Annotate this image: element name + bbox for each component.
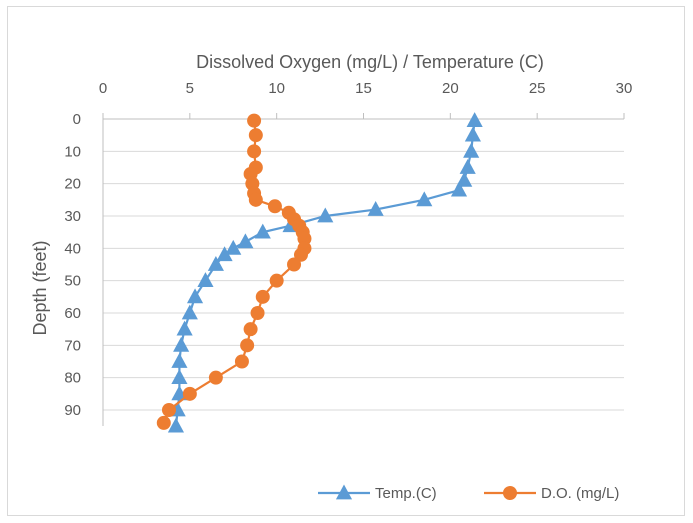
temperature-point [176, 320, 193, 336]
temperature-point [463, 142, 480, 158]
x-tick-label: 30 [616, 80, 633, 97]
oxygen-point [247, 113, 262, 128]
oxygen-point [287, 257, 302, 272]
temperature-point [450, 181, 468, 197]
x-tick-label: 5 [186, 80, 194, 97]
legend-item: Temp.(C) [318, 484, 437, 502]
y-tick-label: 30 [64, 208, 81, 225]
oxygen-point [161, 403, 176, 417]
temperature-point [207, 256, 224, 271]
oxygen-point [240, 338, 255, 353]
temperature-point [181, 304, 198, 320]
temperature-point [254, 223, 271, 239]
x-tick-label: 20 [442, 80, 459, 97]
tick-labels: 0 10 20 30 40 50 60 70 80 90 0 5 10 15 20 25 30 [64, 80, 632, 419]
chart-frame [7, 6, 685, 516]
legend-circle-marker [503, 486, 517, 500]
oxygen-point [248, 192, 263, 207]
temperature-point [171, 353, 188, 368]
oxygen-point [293, 247, 308, 262]
temperature-point [225, 239, 242, 255]
oxygen-point [208, 370, 223, 385]
y-tick-label: 10 [64, 143, 81, 160]
series [156, 112, 483, 433]
temperature-point [237, 233, 254, 249]
legend: Temp.(C) D.O. (mg/L) [318, 484, 619, 502]
legend-item: D.O. (mg/L) [484, 485, 619, 502]
oxygen-point [255, 289, 270, 304]
temperature-point [173, 336, 190, 352]
temperature-point [456, 171, 473, 187]
series-dissolved-oxygen [156, 113, 312, 430]
oxygen-point [267, 199, 282, 214]
oxygen-point [156, 415, 171, 430]
y-tick-label: 70 [64, 337, 81, 354]
temperature-point [171, 369, 188, 385]
temperature-point [466, 112, 483, 127]
oxygen-point [247, 144, 262, 159]
legend-triangle-marker [335, 484, 353, 500]
y-axis-title: Depth (feet) [30, 240, 50, 335]
temperature-point [367, 201, 384, 216]
oxygen-point [248, 128, 263, 143]
y-tick-label: 40 [64, 240, 81, 257]
oxygen-point [250, 306, 265, 320]
legend-label: D.O. (mg/L) [541, 485, 619, 502]
temperature-point [197, 272, 214, 288]
temperature-point [459, 159, 476, 174]
x-tick-label: 25 [529, 80, 546, 97]
temperature-point [186, 288, 204, 304]
oxygen-point [243, 322, 258, 337]
oxygen-point [234, 354, 249, 369]
temperature-point [416, 191, 433, 207]
temperature-point [167, 417, 185, 433]
x-tick-label: 15 [355, 80, 372, 97]
oxygen-point [182, 386, 197, 401]
y-tick-label: 60 [64, 305, 81, 322]
y-tick-label: 0 [73, 111, 81, 128]
temperature-point [216, 246, 233, 262]
temperature-point [317, 207, 334, 223]
y-tick-label: 80 [64, 370, 81, 387]
oxygen-point [269, 273, 284, 288]
x-axis-title: Dissolved Oxygen (mg/L) / Temperature (C… [196, 52, 544, 72]
axes [102, 113, 625, 426]
legend-label: Temp.(C) [375, 485, 437, 502]
x-tick-label: 0 [99, 80, 107, 97]
y-tick-label: 50 [64, 273, 81, 290]
y-tick-label: 20 [64, 176, 81, 193]
temperature-point [464, 126, 481, 142]
y-tick-label: 90 [64, 402, 81, 419]
oxygen-point [297, 231, 312, 246]
x-tick-label: 10 [268, 80, 285, 97]
series-temperature [167, 112, 483, 433]
